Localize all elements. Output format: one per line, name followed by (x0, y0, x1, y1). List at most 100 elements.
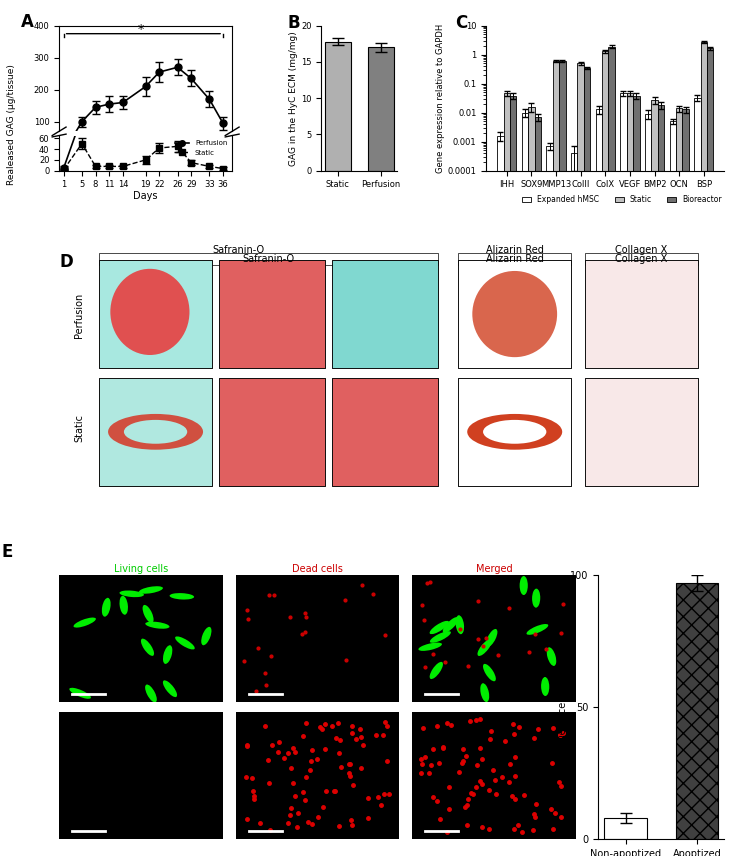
Bar (694, 98, 701, 856)
Text: D: D (59, 253, 73, 270)
Y-axis label: Apoptized: Apoptized (47, 751, 56, 800)
FancyBboxPatch shape (332, 260, 438, 368)
Ellipse shape (120, 591, 144, 597)
Bar (546, 146, 553, 856)
Y-axis label: Non-apoptized: Non-apoptized (47, 603, 56, 675)
FancyBboxPatch shape (219, 378, 325, 485)
Text: Realeased GAG (μg/tissue): Realeased GAG (μg/tissue) (7, 63, 16, 185)
Bar (604, 817, 647, 839)
Ellipse shape (175, 636, 195, 650)
FancyBboxPatch shape (219, 260, 325, 368)
Y-axis label: GAG in the HyC ECM (mg/mg): GAG in the HyC ECM (mg/mg) (290, 31, 299, 165)
Bar (651, 100, 658, 856)
Bar (675, 583, 718, 839)
Ellipse shape (163, 645, 172, 664)
Bar (503, 93, 510, 856)
Ellipse shape (146, 621, 169, 629)
Legend: Perfusion, Static: Perfusion, Static (174, 139, 228, 158)
Ellipse shape (541, 677, 549, 696)
Bar (645, 114, 651, 856)
Y-axis label: Gene expression relative to GAPDH: Gene expression relative to GAPDH (436, 24, 445, 173)
Text: Alizarin Red: Alizarin Red (486, 245, 544, 255)
Ellipse shape (141, 639, 154, 656)
Ellipse shape (163, 681, 177, 697)
Bar (676, 109, 682, 856)
Bar (633, 96, 639, 856)
Ellipse shape (120, 596, 128, 615)
Bar (701, 42, 707, 856)
Ellipse shape (69, 687, 91, 698)
Bar (682, 110, 689, 856)
Text: C: C (455, 14, 468, 32)
Bar (707, 48, 713, 856)
Title: Dead cells: Dead cells (292, 564, 343, 574)
Legend: Expanded hMSC, Static, Bioreactor: Expanded hMSC, Static, Bioreactor (519, 193, 725, 207)
Ellipse shape (429, 621, 449, 634)
Ellipse shape (456, 615, 464, 634)
Ellipse shape (486, 629, 497, 647)
Text: Collagen X: Collagen X (615, 254, 667, 264)
Text: Alizarin Red: Alizarin Red (486, 254, 544, 264)
FancyBboxPatch shape (99, 378, 212, 485)
Bar (571, 153, 577, 856)
FancyBboxPatch shape (458, 260, 571, 368)
Text: Safranin-O: Safranin-O (242, 254, 295, 264)
Text: Perfusion: Perfusion (74, 293, 84, 338)
Bar (620, 93, 627, 856)
FancyBboxPatch shape (99, 260, 212, 368)
Bar (553, 61, 559, 856)
FancyBboxPatch shape (99, 253, 438, 265)
FancyBboxPatch shape (458, 253, 571, 265)
Bar (368, 47, 394, 170)
Text: A: A (21, 13, 34, 31)
FancyBboxPatch shape (585, 378, 698, 485)
Bar (670, 122, 676, 856)
FancyBboxPatch shape (332, 378, 438, 485)
Ellipse shape (143, 605, 154, 623)
Text: Safranin-O: Safranin-O (213, 245, 265, 255)
Ellipse shape (418, 643, 442, 651)
Bar (608, 46, 615, 856)
Bar (577, 63, 584, 856)
Ellipse shape (477, 639, 491, 656)
Ellipse shape (483, 664, 496, 681)
FancyBboxPatch shape (585, 253, 698, 265)
Bar (596, 110, 602, 856)
FancyBboxPatch shape (458, 378, 571, 485)
X-axis label: Days: Days (133, 191, 158, 201)
Ellipse shape (102, 597, 111, 616)
Ellipse shape (201, 627, 211, 645)
Bar (534, 117, 541, 856)
Bar (325, 42, 350, 170)
Ellipse shape (169, 593, 194, 599)
Ellipse shape (145, 685, 157, 703)
Bar (522, 113, 528, 856)
Ellipse shape (443, 617, 459, 633)
Ellipse shape (547, 647, 556, 666)
Bar (627, 93, 633, 856)
Text: E: E (2, 544, 13, 562)
FancyBboxPatch shape (585, 260, 698, 368)
Text: *: * (138, 23, 144, 36)
Bar (602, 51, 608, 856)
Text: Collagen X: Collagen X (615, 245, 667, 255)
Ellipse shape (110, 269, 189, 355)
Bar (584, 68, 590, 856)
Y-axis label: Dead cells (%): Dead cells (%) (557, 672, 568, 742)
Ellipse shape (526, 624, 548, 635)
Bar (658, 105, 664, 856)
Text: B: B (287, 14, 300, 32)
Ellipse shape (139, 586, 163, 594)
Text: Static: Static (74, 414, 84, 442)
Title: Merged: Merged (476, 564, 512, 574)
Title: Living cells: Living cells (114, 564, 168, 574)
Ellipse shape (472, 271, 557, 357)
Ellipse shape (480, 683, 489, 702)
Ellipse shape (73, 617, 96, 627)
Bar (528, 107, 534, 856)
Bar (559, 61, 565, 856)
Ellipse shape (532, 589, 540, 608)
Ellipse shape (520, 576, 528, 595)
Bar (510, 96, 517, 856)
Ellipse shape (429, 662, 443, 679)
